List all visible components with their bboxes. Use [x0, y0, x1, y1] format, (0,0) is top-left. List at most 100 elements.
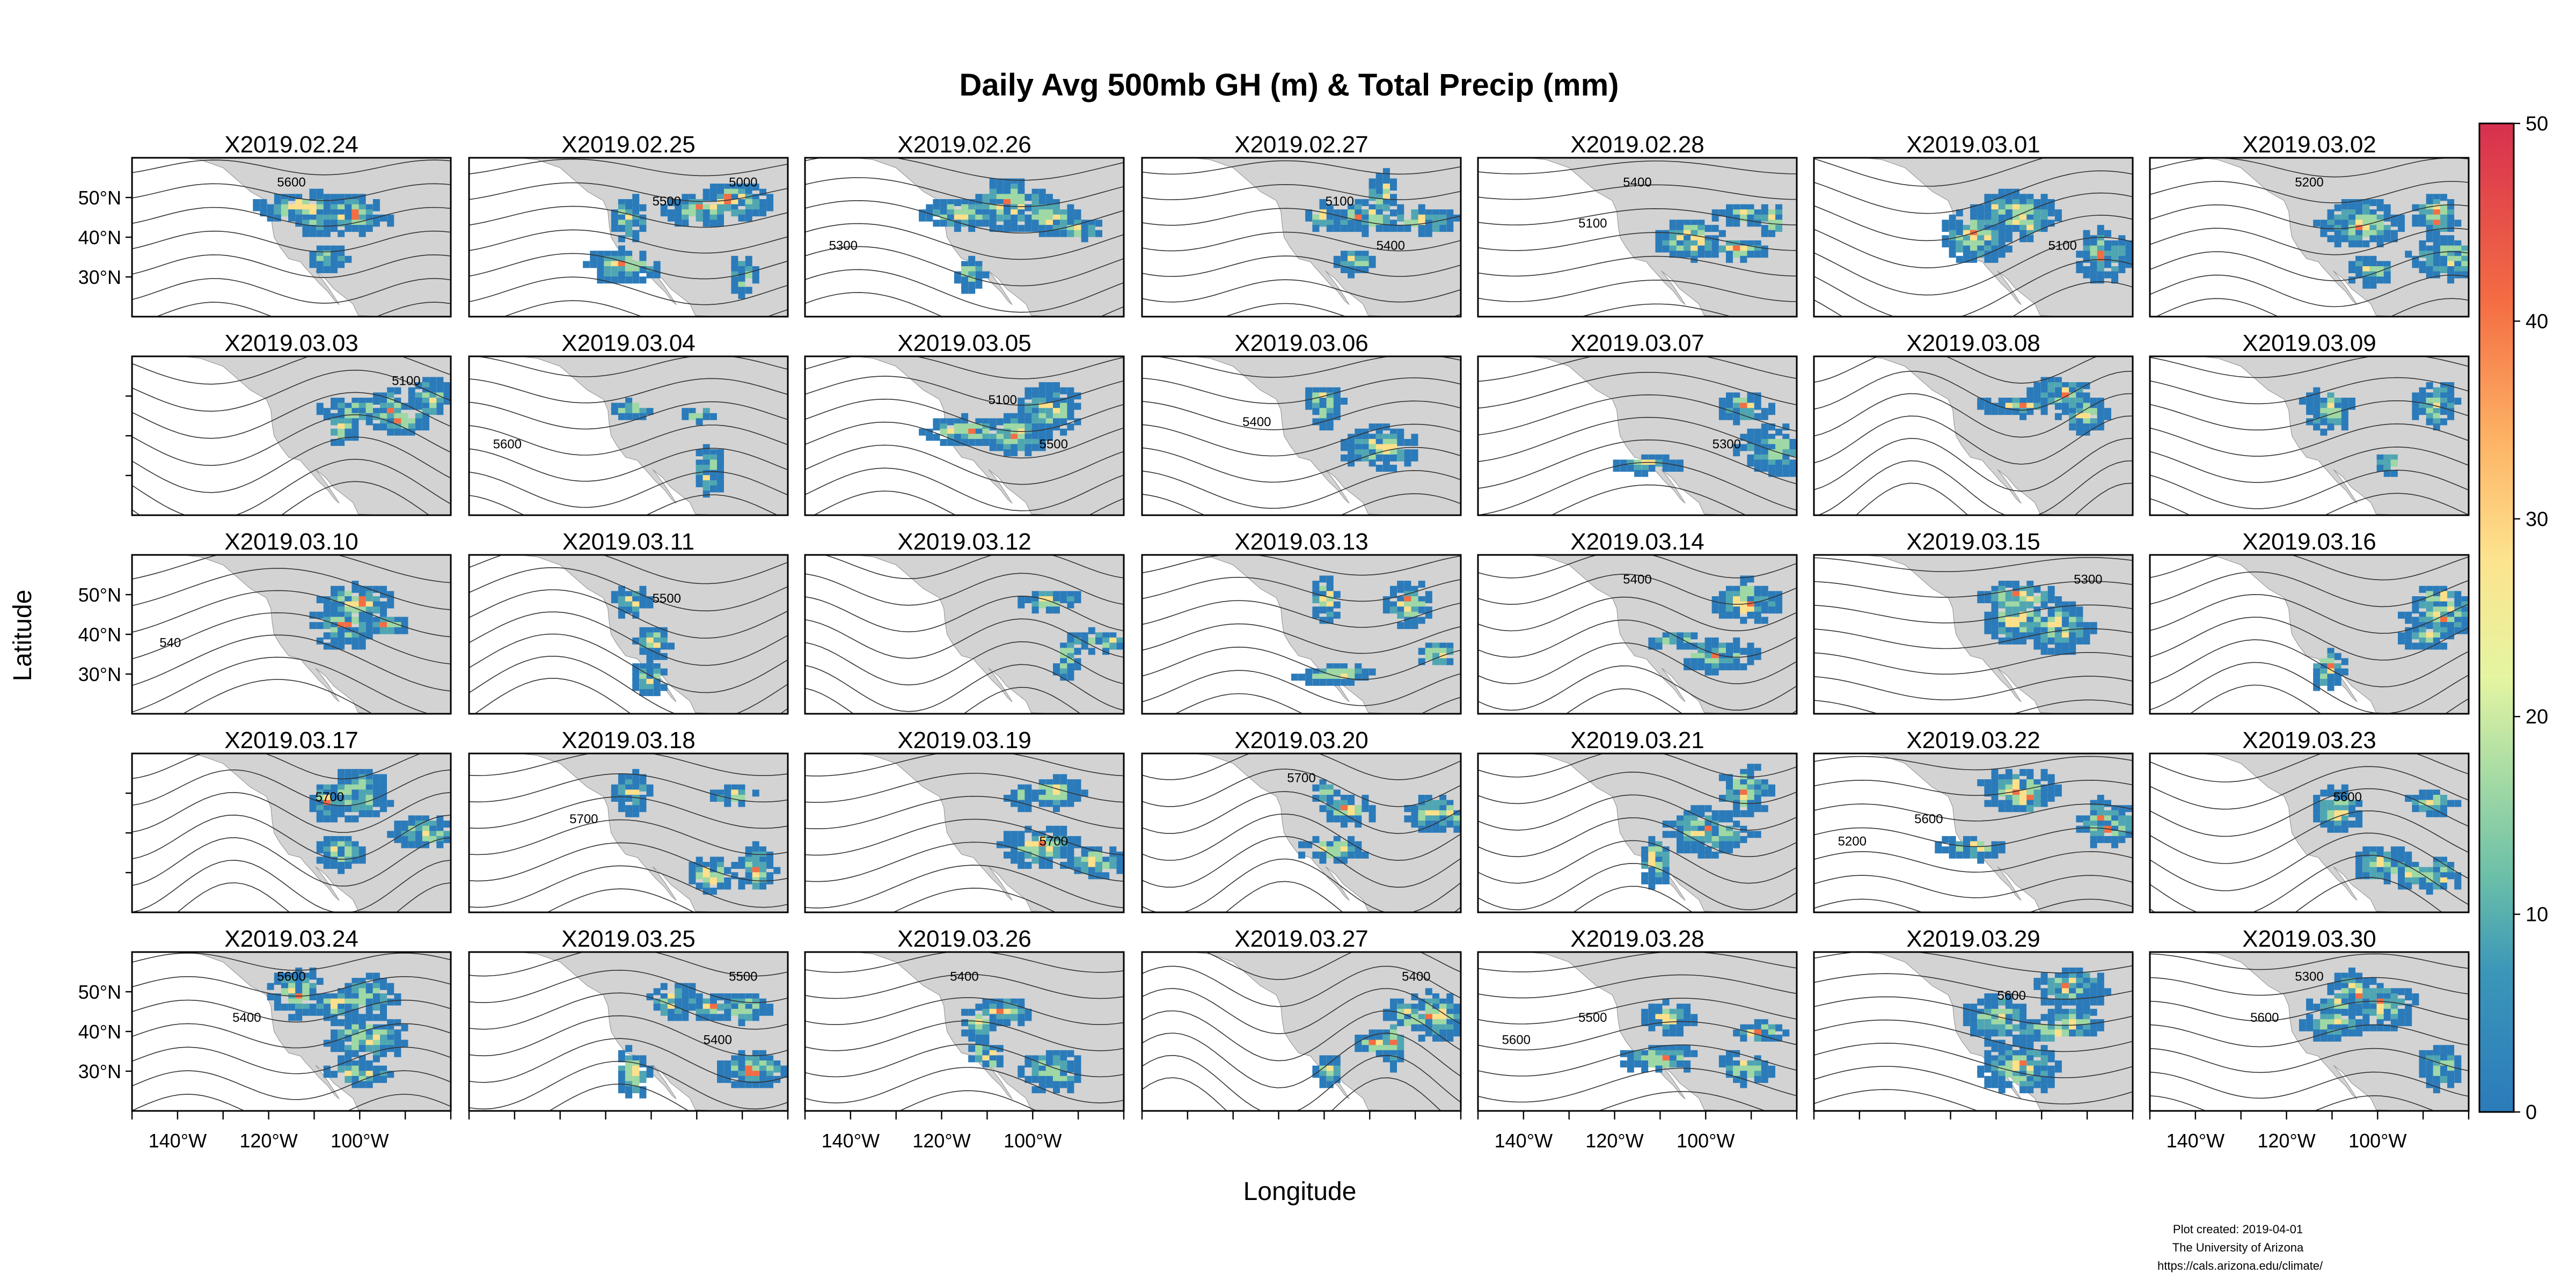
panel-title: X2019.03.18: [561, 727, 696, 753]
panel-frame: [804, 355, 1125, 516]
panel-title: X2019.03.01: [1906, 131, 2040, 158]
panel-frame: [468, 355, 789, 516]
map-area: [805, 555, 1124, 714]
gh-contours: [1142, 753, 1461, 912]
gh-contours: [1814, 756, 2133, 912]
map-area: [805, 952, 1124, 1111]
y-tick-label: 50°N: [78, 187, 121, 209]
panel-frame: [1813, 355, 2134, 516]
map-area: [132, 158, 451, 317]
map-panel: 5400 5500 X2019.03.25: [468, 926, 789, 1119]
gh-contours: [1814, 158, 2133, 317]
contour-label: 5100: [392, 374, 420, 388]
map-panel: 5700 X2019.03.20: [1141, 727, 1462, 913]
gh-contours: [469, 356, 788, 515]
map-panel: 5000 5500 X2019.02.25: [468, 131, 789, 318]
precip-cells: [1305, 387, 1418, 472]
contour-label: 5400: [1623, 572, 1651, 587]
colorbar-scale: [2478, 122, 2515, 1113]
contour-label: 5200: [2295, 175, 2323, 189]
panel-title: X2019.03.27: [1234, 926, 1368, 952]
x-tick-label: 100°W: [1004, 1130, 1062, 1152]
panel-frame: [1477, 752, 1798, 913]
precip-cells: [1977, 377, 2111, 436]
precip-cells: [253, 188, 394, 273]
gh-contours: [805, 356, 1124, 515]
land-mass: [1478, 356, 1797, 515]
x-tick-label: 120°W: [1585, 1130, 1643, 1152]
precip-cells: [1305, 168, 1461, 279]
precip-cells: [316, 377, 451, 446]
map-panel: 5200 5600 X2019.03.22: [1813, 727, 2134, 913]
map-area: [1814, 356, 2133, 515]
panel-title: X2019.02.26: [897, 131, 1031, 158]
panel-frame: [468, 752, 789, 913]
gh-contours: [1478, 356, 1797, 515]
gh-contours: [1814, 952, 2133, 1111]
contour-label: 5400: [232, 1011, 261, 1025]
panel-frame: [1141, 157, 1462, 318]
colorbar: 0 10 20 30 40 50: [2478, 113, 2548, 1124]
contour-label: 5600: [1502, 1033, 1531, 1048]
map-area: [1814, 555, 2133, 714]
precip-cells: [1963, 967, 2111, 1094]
map-area: [1142, 952, 1461, 1111]
colorbar-tick-label: 30: [2526, 508, 2548, 531]
gh-contours: [469, 555, 788, 714]
panel-frame: [1477, 951, 1798, 1112]
precip-cells: [1977, 581, 2097, 655]
gh-contours: [1814, 557, 2133, 714]
panel-grid: 5600 X2019.02.24 50°N 40°N 30°N 5000 5500 X2019…: [78, 131, 2470, 1152]
x-tick-label: 140°W: [822, 1130, 880, 1152]
gh-contours: [805, 753, 1124, 912]
precip-cells: [1613, 392, 1797, 477]
contour-label: 5500: [653, 591, 681, 606]
map-area: [469, 356, 788, 515]
map-area: [2150, 555, 2469, 714]
map-panel: 5600 X2019.03.04: [468, 330, 789, 516]
contour-label: 5100: [989, 393, 1017, 407]
panel-title: X2019.03.15: [1906, 529, 2040, 555]
precip-cells: [611, 398, 724, 498]
contour-label: 5100: [2048, 239, 2077, 253]
contour-label: 5300: [2295, 969, 2323, 984]
panel-title: X2019.03.17: [224, 727, 358, 753]
panel-title: X2019.03.10: [224, 529, 358, 555]
map-panel: 5600 5300 X2019.03.30 140°W 120°W 100°W: [2149, 926, 2470, 1152]
panel-title: X2019.03.05: [897, 330, 1031, 356]
panel-frame: [1813, 951, 2134, 1112]
map-panel: 5600 X2019.03.29: [1813, 926, 2134, 1119]
gh-contours: [805, 158, 1124, 317]
contour-label: 5200: [1838, 835, 1867, 849]
map-panel: 5700 X2019.03.17: [126, 727, 452, 913]
map-area: [1478, 952, 1797, 1111]
footer-url[interactable]: https://cals.arizona.edu/climate/: [2157, 1259, 2323, 1272]
panel-frame: [1141, 951, 1462, 1112]
precip-cells: [2313, 194, 2469, 289]
x-axis-label: Longitude: [1243, 1177, 1357, 1206]
panel-frame: [2149, 554, 2470, 715]
map-panel: 5400 X2019.03.27: [1141, 926, 1462, 1119]
map-panel: 5300 X2019.02.26: [804, 131, 1125, 318]
colorbar-tick-label: 10: [2526, 904, 2548, 926]
contour-label: 540: [159, 636, 181, 650]
gh-contours: [132, 953, 451, 1111]
gh-contours: [1478, 555, 1797, 714]
gh-contours: [805, 555, 1124, 714]
map-panel: 5100 5500 X2019.03.05: [804, 330, 1125, 516]
map-panel: 5600 X2019.02.24 50°N 40°N 30°N: [78, 131, 452, 318]
panel-title: X2019.03.07: [1570, 330, 1704, 356]
colorbar-tick-label: 40: [2526, 310, 2548, 333]
gh-contours: [805, 952, 1124, 1111]
panel-frame: [1813, 554, 2134, 715]
panel-title: X2019.03.20: [1234, 727, 1368, 753]
contour-label: 5500: [1578, 1011, 1607, 1025]
panel-frame: [2149, 157, 2470, 318]
panel-frame: [804, 554, 1125, 715]
panel-frame: [1477, 355, 1798, 516]
panel-title: X2019.03.14: [1570, 529, 1704, 555]
map-area: [469, 753, 788, 912]
contour-label: 5300: [2074, 572, 2102, 587]
precip-cells: [2313, 586, 2469, 691]
